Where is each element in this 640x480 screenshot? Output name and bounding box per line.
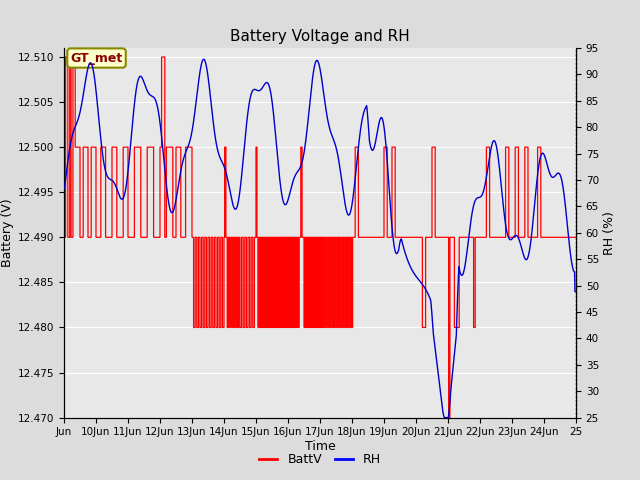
Legend: BattV, RH: BattV, RH — [253, 448, 387, 471]
Y-axis label: Battery (V): Battery (V) — [1, 199, 13, 267]
Title: Battery Voltage and RH: Battery Voltage and RH — [230, 29, 410, 44]
Y-axis label: RH (%): RH (%) — [603, 211, 616, 255]
Text: GT_met: GT_met — [70, 51, 123, 64]
X-axis label: Time: Time — [305, 440, 335, 453]
